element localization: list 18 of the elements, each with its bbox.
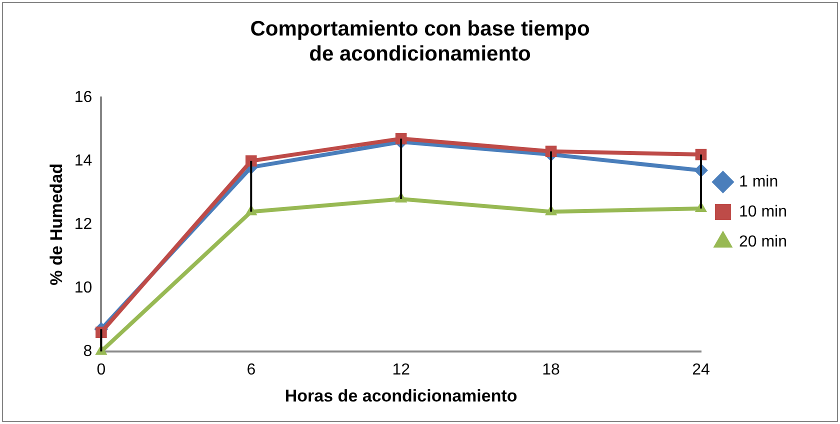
legend-label: 10 min xyxy=(738,203,788,220)
chart-title: Comportamiento con base tiempo de acondicionamiento xyxy=(250,17,590,66)
y-tick-label: 14 xyxy=(74,152,92,170)
y-tick-label: 10 xyxy=(74,279,92,296)
point xyxy=(245,155,257,167)
x-tick-label: 6 xyxy=(246,361,256,378)
x-tick-label: 12 xyxy=(392,361,410,378)
x-axis-title: Horas de acondicionamiento xyxy=(284,386,518,406)
legend-label: 20 min xyxy=(738,233,788,250)
x-tick-label: 18 xyxy=(542,361,560,378)
y-axis-title: % de Humedad xyxy=(46,163,66,286)
x-tick-label: 0 xyxy=(96,361,106,378)
y-tick-label: 8 xyxy=(83,342,92,360)
y-tick-label: 12 xyxy=(74,216,92,233)
y-tick-label: 16 xyxy=(74,88,92,106)
legend-label: 1 min xyxy=(738,173,778,190)
point xyxy=(545,146,557,158)
x-tick-label: 24 xyxy=(692,361,710,378)
